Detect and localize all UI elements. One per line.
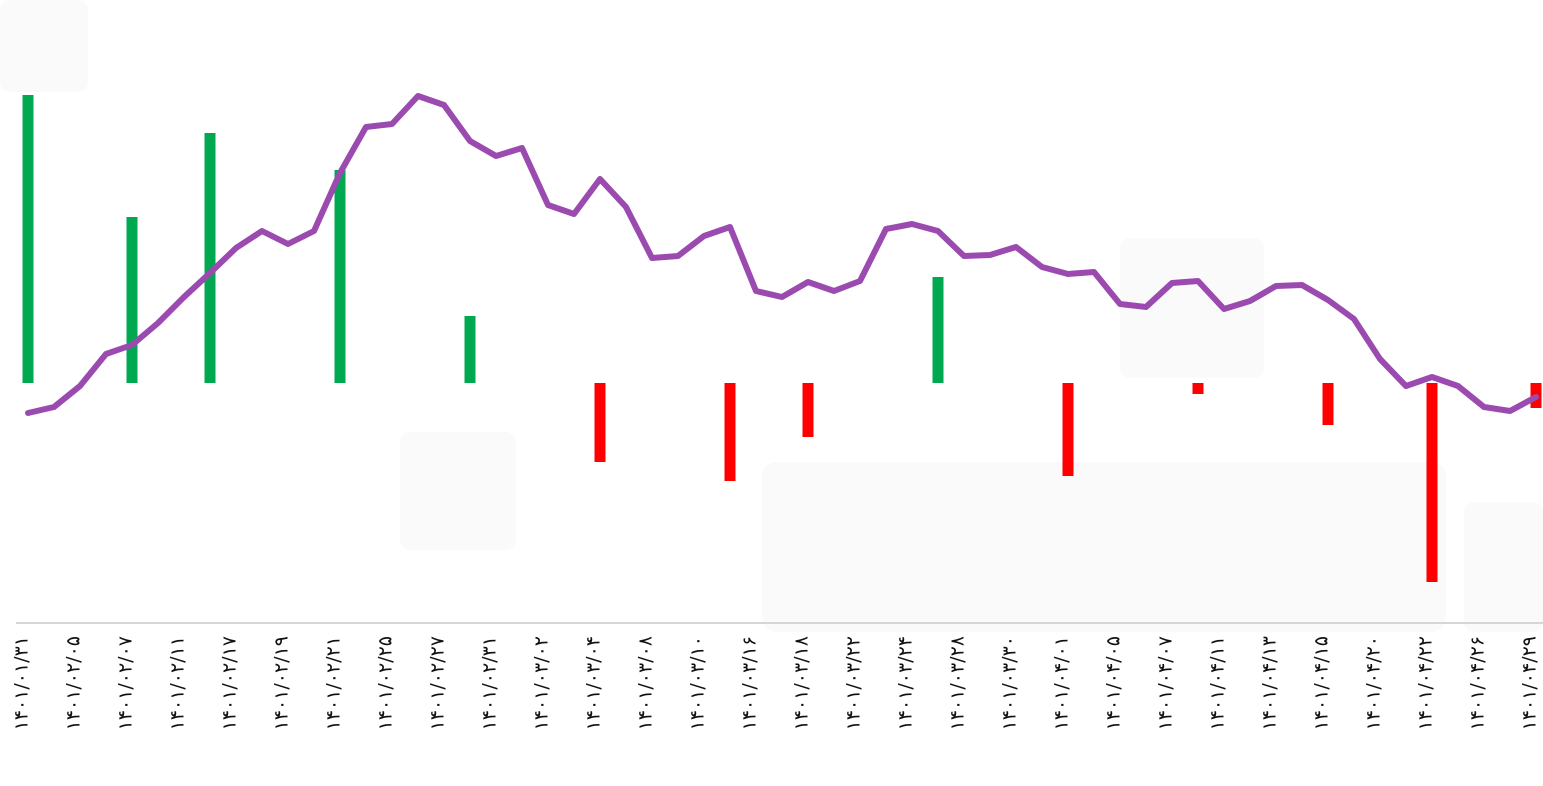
bar: [22, 95, 34, 383]
x-tick-label: ۱۴۰۱/۰۳/۲۲: [843, 636, 865, 730]
x-tick-label: ۱۴۰۱/۰۲/۰۷: [115, 636, 137, 730]
x-tick-label: ۱۴۰۱/۰۲/۱۷: [219, 636, 241, 730]
panel: [1120, 238, 1264, 378]
panel: [762, 462, 1446, 632]
bar: [1192, 383, 1204, 394]
x-tick-label: ۱۴۰۱/۰۴/۰۵: [1103, 636, 1125, 730]
x-tick-label: ۱۴۰۱/۰۳/۱۶: [739, 636, 761, 730]
background-panels: [0, 0, 1543, 632]
panel: [0, 0, 88, 92]
x-tick-label: ۱۴۰۱/۰۳/۲۴: [895, 636, 917, 730]
x-tick-label: ۱۴۰۱/۰۲/۳۱: [479, 636, 501, 730]
bar: [334, 170, 346, 383]
x-tick-label: ۱۴۰۱/۰۴/۱۳: [1259, 636, 1281, 730]
bar: [932, 277, 944, 383]
x-tick-label: ۱۴۰۱/۰۳/۱۰: [687, 636, 709, 730]
x-tick-label: ۱۴۰۱/۰۴/۱۵: [1311, 636, 1333, 730]
x-tick-label: ۱۴۰۱/۰۴/۲۰: [1363, 636, 1385, 730]
x-tick-label: ۱۴۰۱/۰۳/۰۸: [635, 636, 657, 730]
x-tick-label: ۱۴۰۱/۰۲/۲۷: [427, 636, 449, 730]
panel: [1464, 502, 1543, 632]
x-tick-label: ۱۴۰۱/۰۳/۰۴: [583, 636, 605, 730]
bar: [464, 316, 476, 383]
bar: [1062, 383, 1074, 476]
x-tick-label: ۱۴۰۱/۰۴/۱۱: [1207, 636, 1229, 730]
x-tick-label: ۱۴۰۱/۰۳/۲۸: [947, 636, 969, 730]
bar: [594, 383, 606, 462]
bar: [1426, 383, 1438, 582]
x-tick-label: ۱۴۰۱/۰۲/۲۱: [323, 636, 345, 730]
x-tick-label: ۱۴۰۱/۰۲/۱۹: [271, 636, 293, 730]
x-tick-label: ۱۴۰۱/۰۴/۲۲: [1415, 636, 1437, 730]
bar: [126, 217, 138, 383]
line: [25, 93, 1539, 416]
x-tick-label: ۱۴۰۱/۰۳/۰۲: [531, 636, 553, 730]
x-tick-label: ۱۴۰۱/۰۲/۱۱: [167, 636, 189, 730]
x-tick-label: ۱۴۰۱/۰۱/۳۱: [11, 636, 33, 730]
x-tick-label: ۱۴۰۱/۰۳/۳۰: [999, 636, 1021, 730]
bar: [802, 383, 814, 437]
x-tick-label: ۱۴۰۱/۰۲/۰۵: [63, 636, 85, 730]
x-tick-label: ۱۴۰۱/۰۴/۲۶: [1467, 636, 1489, 730]
x-tick-label: ۱۴۰۱/۰۳/۱۸: [791, 636, 813, 730]
x-tick-label: ۱۴۰۱/۰۴/۰۱: [1051, 636, 1073, 730]
x-tick-label: ۱۴۰۱/۰۴/۲۹: [1519, 636, 1541, 730]
bar: [1322, 383, 1334, 425]
bar: [204, 133, 216, 383]
panel: [400, 432, 516, 550]
x-tick-label: ۱۴۰۱/۰۴/۰۷: [1155, 636, 1177, 730]
bar: [724, 383, 736, 481]
x-tick-label: ۱۴۰۱/۰۲/۲۵: [375, 636, 397, 730]
